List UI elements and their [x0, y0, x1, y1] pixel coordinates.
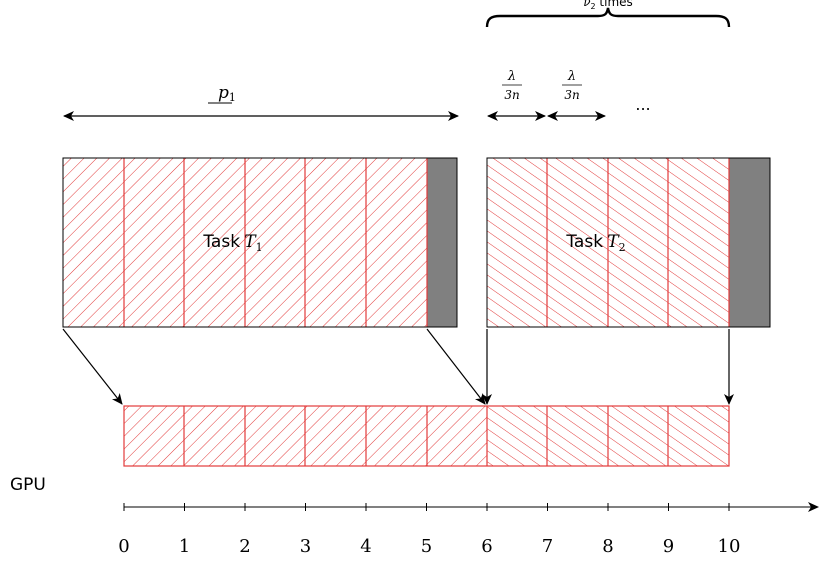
- brace: [485, 7, 731, 28]
- map-arrow-t1-start: [62, 328, 123, 405]
- axis-tick-label-0: 0: [118, 536, 129, 557]
- axis-tick-label-7: 7: [542, 536, 553, 557]
- axis-tick-label-10: 10: [718, 536, 741, 557]
- axis-tick-label-6: 6: [481, 536, 492, 557]
- task-t1-label: Task T1: [202, 232, 262, 254]
- task-t2-label: Task T2: [565, 232, 625, 254]
- svg-text:λ: λ: [567, 69, 576, 84]
- map-arrow-t1-end: [426, 328, 486, 405]
- interval-label-1: λ 3n: [502, 69, 522, 102]
- axis-tick-label-2: 2: [239, 536, 250, 557]
- axis-tick-label-3: 3: [300, 536, 311, 557]
- axis-tick-label-8: 8: [602, 536, 613, 557]
- svg-text:3n: 3n: [504, 88, 519, 102]
- axis-tick-label-1: 1: [179, 536, 190, 557]
- task-t2-block: Task T2: [486, 157, 771, 328]
- gpu-timeline-bar: [123, 405, 730, 467]
- axis-ticks: 0 1 2 3 4 5 6 7 8 9 10: [118, 503, 740, 557]
- task-t1-block: Task T1: [62, 157, 458, 328]
- svg-text:3n: 3n: [564, 88, 579, 102]
- svg-text:λ: λ: [507, 69, 516, 84]
- interval-label-2: λ 3n: [562, 69, 582, 102]
- p1-label: p1: [218, 83, 236, 104]
- ellipsis: ...: [635, 95, 650, 114]
- axis-tick-label-5: 5: [421, 536, 432, 557]
- brace-label: ν2 times: [583, 0, 633, 11]
- axis-tick-label-4: 4: [360, 536, 371, 557]
- task-t2-grey-tail: [729, 158, 770, 327]
- axis-tick-label-9: 9: [663, 536, 674, 557]
- task-t1-grey-tail: [427, 158, 457, 327]
- gpu-label: GPU: [10, 475, 46, 495]
